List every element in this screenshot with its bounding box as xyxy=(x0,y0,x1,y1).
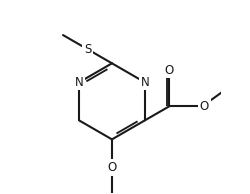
Text: N: N xyxy=(75,76,84,89)
Text: O: O xyxy=(107,161,117,174)
Text: S: S xyxy=(84,43,91,56)
Text: O: O xyxy=(165,64,174,77)
Text: O: O xyxy=(200,100,209,113)
Text: N: N xyxy=(140,76,149,89)
